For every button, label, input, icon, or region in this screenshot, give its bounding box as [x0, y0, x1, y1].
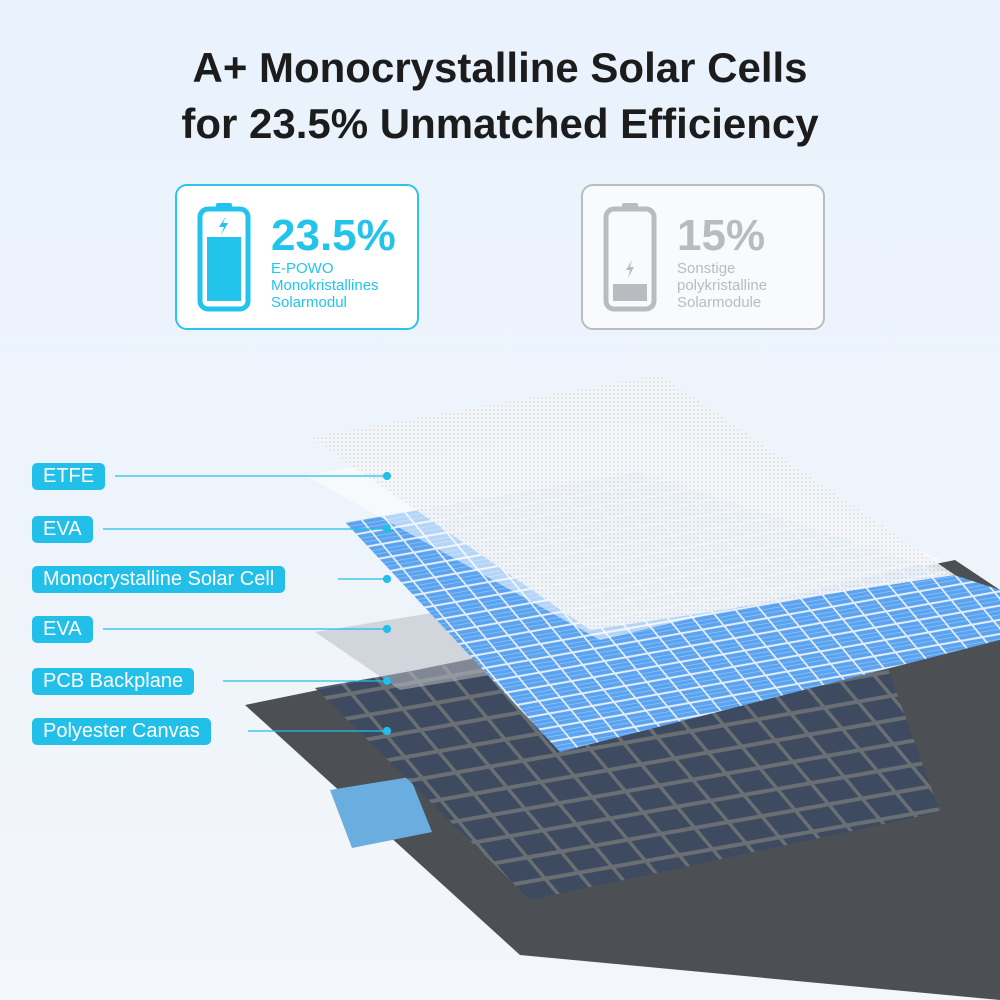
- label-etfe: ETFE: [32, 463, 106, 490]
- headline-line-1: A+ Monocrystalline Solar Cells: [192, 44, 808, 91]
- efficiency-card-epowo: 23.5% E-POWO Monokristallines Solarmodul: [175, 184, 419, 330]
- desc-line: Solarmodul: [271, 294, 347, 311]
- desc-line: polykristalline: [677, 277, 768, 294]
- label-pcb-backplane: PCB Backplane: [32, 668, 195, 695]
- efficiency-value: 23.5%: [271, 211, 396, 260]
- headline: A+ Monocrystalline Solar Cells for 23.5%…: [0, 40, 1000, 152]
- carry-handle: [330, 777, 432, 848]
- desc-line: Sonstige: [677, 260, 736, 277]
- efficiency-description: E-POWO Monokristallines Solarmodul: [271, 260, 379, 311]
- headline-line-2: for 23.5% Unmatched Efficiency: [181, 100, 819, 147]
- efficiency-value: 15%: [677, 211, 766, 260]
- label-eva-lower: EVA: [32, 616, 93, 643]
- desc-line: Solarmodule: [677, 294, 762, 311]
- label-eva-upper: EVA: [32, 516, 93, 543]
- battery-full-icon: [197, 203, 251, 312]
- layer-etfe: [310, 375, 955, 630]
- label-monocrystalline-solar-cell: Monocrystalline Solar Cell: [32, 566, 286, 593]
- label-polyester-canvas: Polyester Canvas: [32, 718, 211, 745]
- efficiency-card-other: 15% Sonstige polykristalline Solarmodule: [581, 184, 825, 330]
- efficiency-description: Sonstige polykristalline Solarmodule: [677, 260, 767, 311]
- battery-low-icon: [603, 203, 657, 312]
- desc-line: Monokristallines: [271, 277, 379, 294]
- desc-line: E-POWO: [271, 260, 334, 277]
